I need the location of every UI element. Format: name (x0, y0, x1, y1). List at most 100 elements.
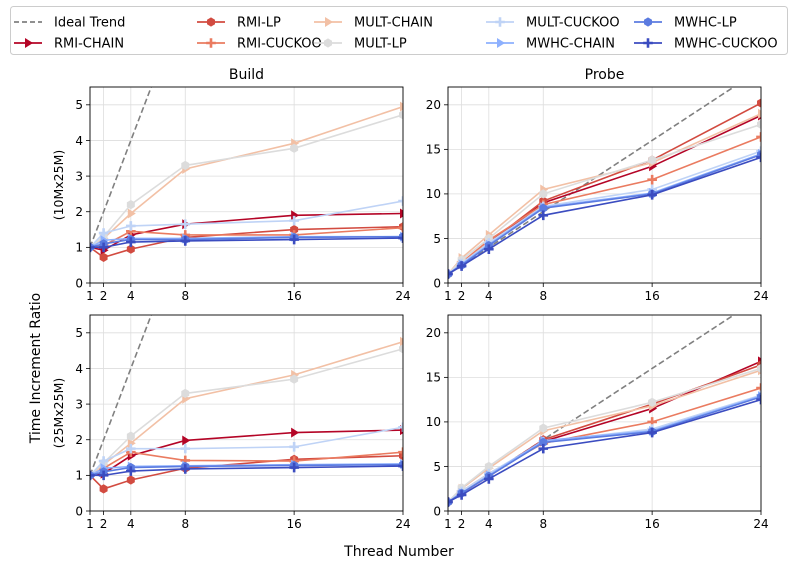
series-rmi-cuckoo (448, 132, 761, 279)
data-point (180, 219, 191, 229)
data-point (289, 215, 299, 226)
data-point (290, 224, 299, 235)
series-line (448, 136, 761, 275)
legend-entry-mult-lp: MULT-LP (314, 37, 407, 52)
y-tick-label: 10 (426, 415, 441, 429)
row-label: (10Mx25M) (51, 150, 66, 221)
x-tick-label: 4 (485, 517, 493, 531)
series-mult-lp (90, 344, 403, 480)
x-tick-label: 16 (644, 289, 659, 303)
x-tick-label: 2 (458, 517, 466, 531)
data-point (289, 234, 299, 245)
series-line (448, 153, 761, 275)
series-mwhc-cuckoo (90, 233, 403, 253)
y-tick-label: 1 (75, 241, 83, 255)
data-point (98, 242, 109, 253)
series-mwhc-cuckoo (448, 152, 761, 279)
series-rmi-cuckoo (448, 383, 761, 507)
data-point (647, 427, 657, 438)
data-point (757, 119, 761, 130)
y-tick-label: 1 (75, 469, 83, 483)
data-point (756, 132, 761, 142)
y-tick-label: 3 (75, 169, 83, 183)
data-point (90, 242, 95, 253)
x-tick-label: 1 (444, 289, 452, 303)
series-mult-chain (90, 336, 403, 479)
data-point (538, 210, 549, 221)
data-point (456, 261, 467, 271)
plot-area (448, 87, 761, 279)
x-tick-label: 8 (181, 289, 189, 303)
series-line (90, 426, 403, 476)
series-rmi-chain (448, 110, 761, 278)
row-label: (25Mx25M) (51, 378, 66, 449)
y-tick-label: 10 (426, 187, 441, 201)
data-point (290, 374, 299, 384)
data-point (484, 474, 494, 484)
data-point (400, 101, 403, 112)
axes-frame (89, 86, 404, 284)
legend-marker (643, 38, 653, 48)
series-line (448, 156, 761, 275)
x-tick-label: 24 (753, 517, 768, 531)
x-tick-label: 1 (86, 289, 94, 303)
y-tick-label: 2 (75, 433, 83, 447)
data-point (126, 221, 136, 231)
x-tick-label: 8 (539, 289, 547, 303)
x-tick-label: 2 (458, 289, 466, 303)
legend-entry-ideal-trend: Ideal Trend (14, 16, 125, 31)
legend-marker (206, 38, 216, 48)
y-tick-label: 0 (75, 276, 83, 290)
x-tick-label: 1 (86, 517, 94, 531)
legend-entry-mwhc-chain: MWHC-CHAIN (486, 37, 615, 52)
x-tick-label: 1 (444, 517, 452, 531)
data-point (400, 208, 403, 219)
gridlines (447, 87, 762, 284)
data-point (181, 160, 190, 170)
data-point (398, 196, 403, 206)
data-point (647, 174, 657, 185)
data-point (180, 236, 191, 246)
data-point (126, 466, 136, 476)
data-point (756, 146, 761, 156)
series-mwhc-cuckoo (90, 461, 403, 481)
data-point (126, 443, 136, 454)
data-point (756, 152, 761, 163)
x-tick-label: 16 (286, 289, 301, 303)
data-point (448, 497, 453, 507)
legend-label: MULT-CUCKOO (526, 16, 620, 31)
data-point (539, 203, 548, 213)
plot-area (448, 315, 761, 507)
axes-frame (447, 86, 762, 284)
data-point (180, 464, 191, 474)
data-point (647, 190, 657, 200)
legend-marker (325, 17, 333, 27)
data-point (456, 490, 467, 500)
data-point (399, 344, 403, 354)
data-point (99, 252, 108, 262)
series-line (90, 200, 403, 248)
y-tick-label: 2 (75, 205, 83, 219)
legend-label: MWHC-CUCKOO (674, 37, 778, 52)
legend-label: MWHC-LP (674, 16, 737, 31)
legend-marker (497, 38, 505, 48)
legend-entry-rmi-lp: RMI-LP (197, 16, 281, 31)
x-tick-label: 4 (127, 517, 135, 531)
data-point (756, 383, 761, 393)
legend-label: Ideal Trend (54, 16, 125, 31)
data-point (757, 363, 761, 374)
data-point (98, 470, 109, 481)
series-line-ideal-trend (90, 315, 153, 476)
data-point (182, 435, 191, 446)
axes-frame (89, 314, 404, 512)
x-tick-label: 16 (286, 517, 301, 531)
legend: Ideal Trend RMI-CHAIN RMI-LP RMI-CUCKOO MULT… (10, 6, 788, 55)
data-point (90, 470, 95, 481)
series-mult-cuckoo (448, 146, 761, 279)
x-tick-label: 8 (181, 517, 189, 531)
legend-entry-mult-cuckoo: MULT-CUCKOO (486, 16, 620, 31)
